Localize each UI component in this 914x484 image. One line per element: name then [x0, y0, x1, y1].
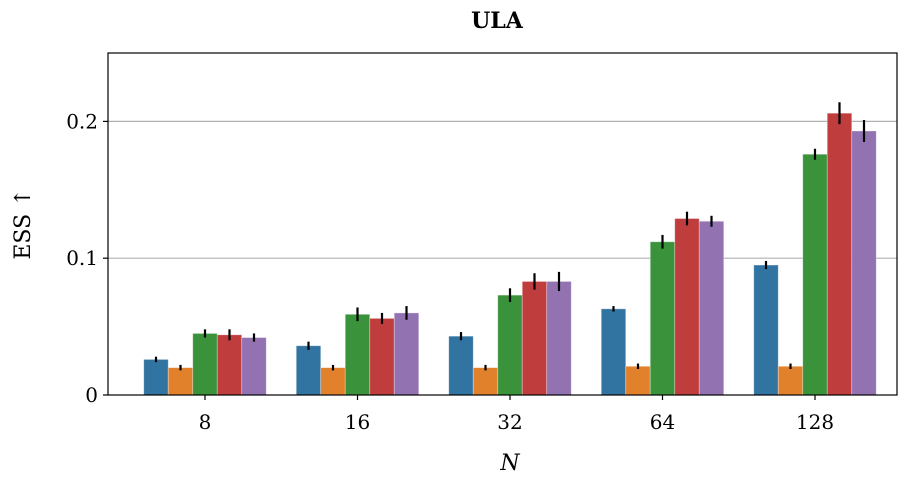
bar	[369, 317, 395, 396]
chart-title: ULA	[471, 8, 524, 34]
x-axis-ticks: 8 16 32 64 128	[199, 395, 834, 434]
x-tick-label: 8	[199, 410, 212, 434]
bar	[472, 367, 499, 396]
bar	[295, 345, 322, 396]
bar	[625, 365, 651, 396]
bar	[600, 308, 627, 396]
x-axis-label: N	[499, 451, 520, 476]
grid-lines	[108, 120, 897, 259]
error-bars	[154, 102, 866, 371]
bar	[344, 313, 371, 396]
bar	[826, 112, 853, 396]
y-tick-label: 0.2	[66, 109, 98, 133]
bar	[851, 130, 877, 396]
x-tick-label: 64	[650, 410, 675, 434]
bar	[698, 220, 725, 396]
bar	[753, 264, 779, 396]
x-tick-label: 128	[796, 410, 834, 434]
bar	[216, 334, 243, 396]
bar	[802, 153, 828, 396]
y-axis-label: ESS ↑	[11, 188, 36, 259]
bar	[192, 333, 218, 396]
bar	[167, 367, 194, 396]
bar	[521, 281, 548, 396]
bar	[448, 335, 474, 396]
x-tick-label: 32	[497, 410, 522, 434]
bar	[320, 367, 346, 396]
bar	[546, 281, 572, 396]
plot-frame	[107, 52, 898, 396]
y-tick-label: 0.1	[66, 246, 98, 270]
bar	[143, 359, 169, 396]
y-tick-label: 0	[85, 383, 98, 407]
y-axis-ticks: 0 0.1 0.2	[66, 109, 108, 407]
bar	[777, 365, 804, 396]
bar	[497, 294, 523, 396]
bar	[241, 337, 267, 396]
bar	[393, 312, 420, 396]
bars	[143, 112, 877, 396]
bar	[674, 218, 700, 396]
bar	[649, 241, 676, 396]
x-tick-label: 16	[345, 410, 370, 434]
